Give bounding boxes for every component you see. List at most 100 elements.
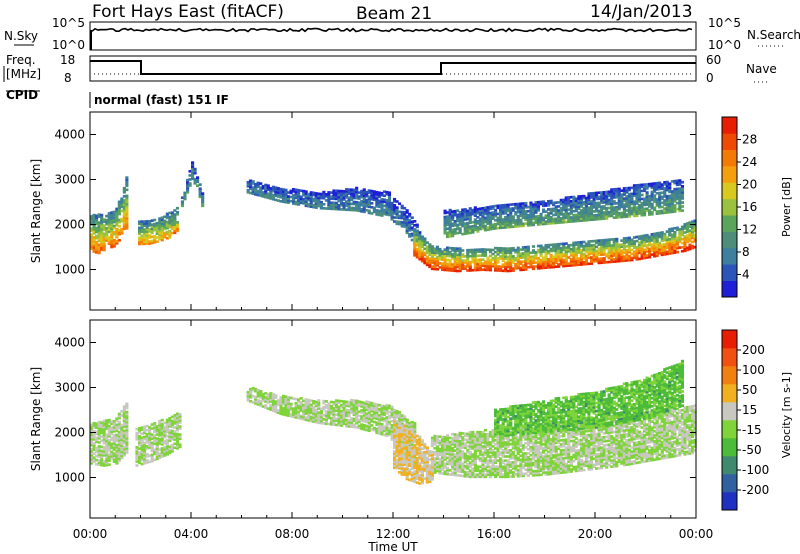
- range-gate-cell: [516, 264, 520, 268]
- range-gate-cell: [574, 217, 578, 221]
- range-gate-cell: [607, 252, 611, 256]
- range-gate-cell: [405, 428, 409, 432]
- range-gate-cell: [448, 456, 452, 460]
- range-gate-cell: [112, 442, 116, 445]
- range-gate-cell: [678, 246, 682, 249]
- range-gate-cell: [155, 433, 159, 436]
- range-gate-cell: [337, 407, 341, 411]
- range-gate-cell: [165, 444, 169, 448]
- range-gate-cell: [471, 437, 475, 440]
- range-gate-cell: [110, 422, 114, 426]
- range-gate-cell: [456, 433, 460, 437]
- range-gate-cell: [605, 238, 609, 242]
- range-gate-cell: [443, 227, 447, 231]
- range-gate-cell: [117, 228, 121, 232]
- range-gate-cell: [612, 200, 616, 203]
- range-gate-cell: [135, 427, 139, 431]
- range-gate-cell: [524, 260, 528, 263]
- range-gate-cell: [446, 438, 450, 442]
- range-gate-cell: [688, 233, 692, 237]
- range-gate-cell: [425, 263, 429, 267]
- range-gate-cell: [117, 232, 121, 236]
- range-gate-cell: [635, 194, 639, 197]
- range-gate-cell: [107, 224, 111, 227]
- range-gate-cell: [453, 435, 457, 438]
- range-gate-cell: [317, 399, 321, 402]
- range-gate-cell: [259, 394, 263, 397]
- range-gate-cell: [451, 247, 455, 250]
- range-gate-cell: [483, 473, 488, 477]
- range-gate-cell: [632, 202, 637, 206]
- range-gate-cell: [461, 464, 465, 468]
- range-gate-cell: [499, 255, 503, 258]
- range-gate-cell: [463, 466, 467, 470]
- range-gate-cell: [92, 426, 96, 429]
- range-gate-cell: [329, 418, 334, 422]
- range-gate-cell: [188, 174, 192, 177]
- range-gate-cell: [635, 192, 639, 195]
- range-gate-cell: [456, 439, 460, 443]
- range-gate-cell: [506, 259, 510, 263]
- range-gate-cell: [488, 266, 493, 270]
- range-gate-cell: [673, 245, 677, 248]
- range-gate-cell: [160, 422, 164, 426]
- range-gate-cell: [668, 246, 672, 249]
- range-gate-cell: [140, 226, 144, 230]
- range-gate-cell: [446, 231, 450, 235]
- range-gate-cell: [569, 202, 573, 205]
- range-gate-cell: [170, 227, 174, 231]
- range-gate-cell: [625, 215, 629, 218]
- range-gate-cell: [165, 226, 169, 230]
- range-gate-cell: [145, 240, 149, 244]
- range-gate-cell: [549, 215, 553, 219]
- range-gate-cell: [557, 242, 561, 246]
- range-gate-cell: [342, 422, 346, 426]
- range-gate-cell: [143, 453, 147, 457]
- range-gate-cell: [410, 232, 414, 236]
- range-gate-cell: [499, 206, 503, 209]
- range-gate-cell: [148, 436, 152, 439]
- range-gate-cell: [519, 218, 523, 222]
- range-gate-cell: [286, 191, 291, 194]
- range-gate-cell: [640, 197, 644, 201]
- range-gate-cell: [102, 437, 106, 441]
- range-gate-cell: [521, 266, 525, 269]
- range-gate-cell: [574, 247, 578, 251]
- range-gate-cell: [584, 262, 589, 266]
- range-gate-cell: [451, 212, 455, 216]
- range-gate-cell: [481, 227, 485, 230]
- range-gate-cell: [453, 465, 457, 469]
- range-gate-cell: [438, 262, 442, 265]
- range-gate-cell: [95, 251, 99, 254]
- range-gate-cell: [393, 208, 397, 211]
- range-gate-cell: [377, 432, 381, 435]
- range-gate-cell: [572, 241, 576, 245]
- range-gate-cell: [112, 218, 116, 222]
- range-gate-cell: [170, 450, 174, 453]
- range-gate-cell: [110, 217, 114, 221]
- range-gate-cell: [491, 258, 495, 262]
- range-gate-cell: [501, 247, 505, 250]
- range-gate-cell: [377, 213, 381, 217]
- range-gate-cell: [122, 451, 126, 455]
- range-gate-cell: [340, 416, 344, 419]
- range-gate-cell: [562, 220, 566, 224]
- range-gate-cell: [514, 204, 518, 208]
- range-gate-cell: [294, 200, 298, 204]
- range-gate-cell: [504, 211, 508, 215]
- range-gate-cell: [471, 471, 475, 475]
- range-gate-cell: [673, 189, 677, 193]
- range-gate-cell: [92, 458, 96, 462]
- range-gate-cell: [148, 430, 152, 433]
- range-gate-cell: [435, 259, 440, 263]
- range-gate-cell: [340, 193, 344, 197]
- range-gate-cell: [302, 200, 306, 203]
- range-gate-cell: [120, 438, 124, 442]
- range-gate-cell: [456, 455, 460, 459]
- range-gate-cell: [249, 179, 253, 183]
- range-gate-cell: [516, 208, 520, 212]
- range-gate-cell: [173, 213, 177, 216]
- range-gate-cell: [90, 429, 94, 433]
- range-gate-cell: [637, 249, 642, 253]
